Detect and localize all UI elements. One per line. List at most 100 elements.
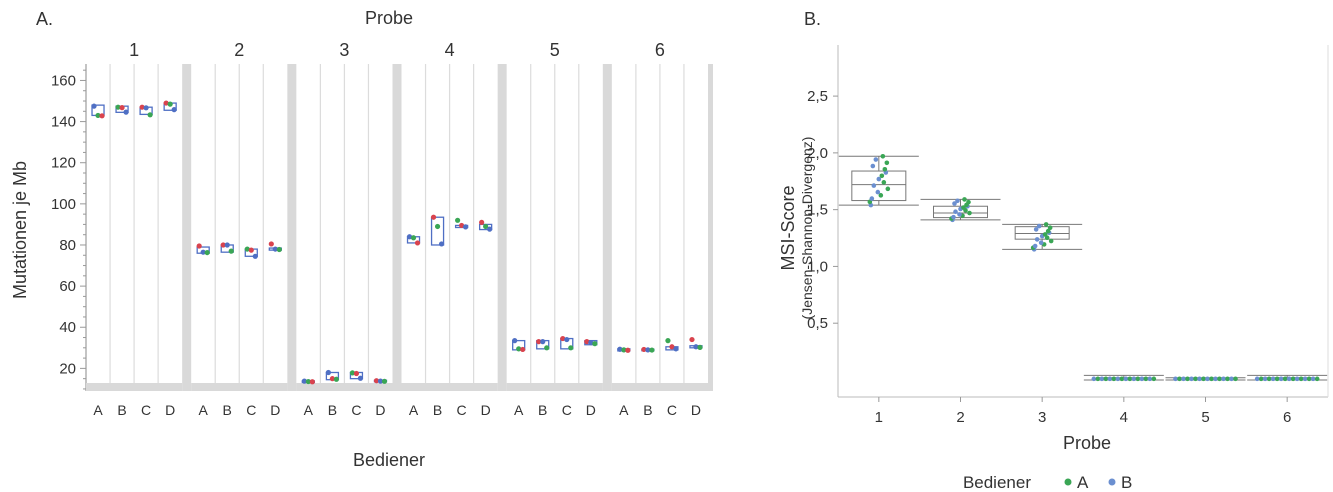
score-point [870, 163, 876, 169]
score-point [1099, 376, 1105, 382]
point-4-A [406, 234, 413, 240]
x-tick-label: 1 [875, 409, 883, 426]
point-1-D [171, 107, 177, 113]
point-5-B [540, 339, 546, 345]
point-5-A [520, 346, 526, 353]
score-point [1047, 225, 1053, 231]
point-2-A [196, 243, 202, 249]
score-point [1042, 232, 1048, 237]
facet-label: 1 [129, 40, 139, 60]
point-1-B [123, 109, 129, 115]
score-point [955, 198, 960, 204]
score-point [952, 201, 957, 206]
score-point [1034, 237, 1040, 242]
point-3-D [373, 378, 380, 384]
point-3-A [305, 378, 311, 385]
x-tick-label: 4 [1120, 409, 1128, 426]
facet-5: 5 A B C D [497, 40, 603, 418]
point-1-B [115, 104, 121, 110]
score-point [1151, 376, 1157, 382]
box [1014, 226, 1070, 240]
x-tick-label: 6 [1283, 409, 1291, 426]
x-tick-label: 3 [1038, 409, 1046, 426]
point-6-C [669, 344, 675, 350]
score-point [1048, 238, 1054, 244]
box-probe-3: 3 [1002, 222, 1083, 426]
score-point [1262, 376, 1268, 382]
category-label: D [270, 402, 280, 418]
legend-label-B: B [1121, 473, 1132, 492]
score-point [1181, 376, 1186, 382]
point-3-C [357, 375, 364, 381]
score-point [1032, 243, 1038, 249]
point-4-C [463, 224, 469, 230]
score-point [1274, 376, 1280, 382]
score-point [880, 153, 886, 159]
point-5-C [560, 335, 566, 342]
facet-bottom-band [86, 383, 183, 391]
y-tick-label: 120 [51, 155, 76, 172]
facet-2: 2 A B C D [182, 40, 288, 418]
category-label: B [433, 402, 442, 418]
score-point [961, 205, 966, 210]
category-label: C [141, 402, 151, 418]
y-tick-label: 1,0 [807, 258, 828, 275]
point-5-D [588, 340, 594, 346]
point-3-C [349, 370, 356, 376]
point-2-C [248, 247, 254, 253]
panel-a-facet-title: Probe [365, 8, 413, 28]
category-label: D [375, 402, 385, 418]
point-1-B [119, 105, 125, 111]
point-4-B [434, 223, 441, 230]
score-point [1286, 376, 1292, 382]
point-6-A [617, 346, 623, 352]
score-point [1201, 376, 1206, 382]
score-point [1193, 376, 1198, 382]
score-point [884, 160, 890, 166]
box-probe-2: 2 [920, 197, 1001, 426]
panel-b-x-axis-label: Probe [1063, 433, 1111, 453]
score-point [1306, 376, 1312, 382]
legend-marker-B [1108, 478, 1116, 486]
point-4-D [479, 219, 485, 225]
score-point [1282, 376, 1288, 382]
category-label: D [691, 402, 701, 418]
score-point [1044, 235, 1050, 241]
point-4-D [483, 223, 489, 230]
facet-1: 1 A B C D [86, 40, 183, 418]
legend-marker-A [1064, 478, 1072, 486]
score-point [1111, 376, 1117, 382]
legend-label-A: A [1077, 473, 1089, 492]
panel-b-y-axis-label: MSI-Score [778, 185, 798, 270]
score-point [1091, 376, 1097, 382]
point-3-D [381, 378, 388, 384]
category-label: C [667, 402, 677, 418]
score-point [1045, 228, 1051, 234]
score-point [967, 210, 972, 216]
score-point [1123, 376, 1129, 382]
point-1-D [167, 101, 173, 107]
point-5-D [592, 341, 598, 347]
y-tick-label: 40 [59, 319, 76, 336]
point-2-D [276, 246, 282, 253]
score-point [1119, 376, 1125, 382]
box-4-B [430, 216, 445, 246]
box-probe-6: 6 [1247, 374, 1328, 426]
facet-6: 6 A B C D [602, 40, 708, 418]
point-1-A [95, 112, 101, 119]
score-point [885, 186, 891, 192]
box [933, 205, 988, 219]
score-point [1033, 227, 1039, 232]
facet-separator [497, 64, 507, 391]
point-6-D [697, 344, 703, 350]
category-label: B [328, 402, 337, 418]
facet-bottom-band [611, 383, 708, 391]
point-6-A [625, 347, 631, 353]
panel-a-y-axis-label: Mutationen je Mb [10, 161, 30, 299]
point-5-B [544, 345, 550, 351]
point-2-B [228, 248, 234, 254]
y-tick-label: 0,5 [807, 315, 828, 332]
facet-bottom-band [401, 383, 498, 391]
facet-bottom-band [296, 383, 393, 391]
score-point [962, 197, 967, 202]
